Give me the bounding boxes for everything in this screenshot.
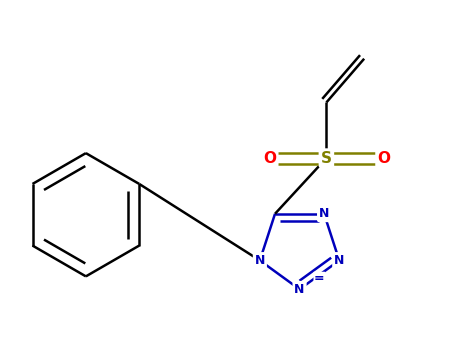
Text: O: O [263, 150, 276, 166]
Text: S: S [321, 150, 332, 166]
Text: N: N [319, 207, 329, 220]
Text: =: = [314, 272, 325, 285]
Text: O: O [378, 150, 390, 166]
Text: N: N [294, 283, 305, 296]
Text: N: N [334, 254, 344, 267]
Text: N: N [255, 254, 265, 267]
